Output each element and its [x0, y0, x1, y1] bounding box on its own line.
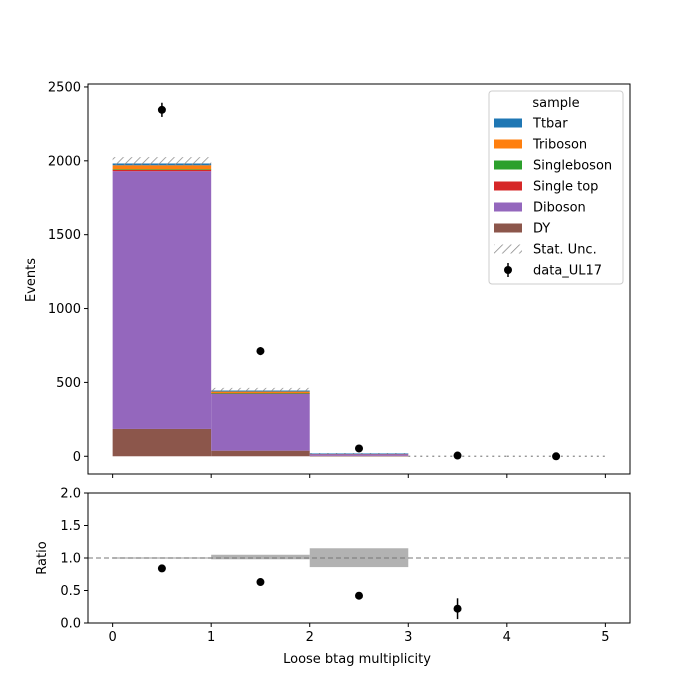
legend-swatch-data-ul17 — [504, 266, 512, 274]
bar-ttbar-bin1 — [211, 390, 310, 392]
bar-dy-bin0 — [112, 428, 212, 457]
ratio-panel: 0.0 0.5 1.0 1.5 2.0 0 1 2 3 4 5 Ratio Loose btag … — [35, 487, 631, 667]
bar-dy-bin2 — [309, 455, 409, 457]
bar-diboson-bin2 — [309, 453, 409, 456]
data-point — [157, 105, 166, 114]
x-axis-label: Loose btag multiplicity — [283, 652, 431, 667]
data-point — [453, 451, 462, 460]
y-tick-label: 1000 — [48, 302, 81, 317]
legend-label-diboson: Diboson — [533, 201, 586, 216]
bar-singleboson-bin1 — [211, 393, 310, 394]
main-x-ticks — [112, 474, 606, 478]
stat-unc-band-bin1 — [211, 387, 310, 391]
ratio-y-tick-label: 1.5 — [60, 519, 81, 534]
x-tick-label: 0 — [108, 630, 116, 645]
main-y-ticks: 0 500 1000 1500 2000 2500 — [48, 80, 88, 465]
x-tick-label: 5 — [601, 630, 609, 645]
ratio-point — [453, 604, 462, 613]
main-plot-area — [112, 102, 606, 461]
legend-swatch-singleboson — [494, 160, 522, 170]
legend-swatch-triboson — [494, 139, 522, 149]
ratio-x-ticks: 0 1 2 3 4 5 — [108, 623, 610, 645]
y-tick-label: 0 — [73, 450, 81, 465]
y-tick-label: 2000 — [48, 154, 81, 169]
data-point — [256, 347, 265, 356]
ratio-point — [256, 578, 265, 587]
bar-dy-bin1 — [211, 450, 310, 457]
ratio-y-ticks: 0.0 0.5 1.0 1.5 2.0 — [60, 487, 88, 632]
ratio-point — [355, 591, 363, 600]
legend-label-triboson: Triboson — [532, 138, 587, 153]
legend-label-data-ul17: data_UL17 — [533, 264, 602, 279]
main-panel-frame — [87, 83, 631, 475]
x-tick-label: 3 — [404, 630, 412, 645]
ratio-unc-band-bin2 — [309, 548, 409, 568]
ratio-plot-area — [88, 548, 630, 620]
y-tick-label: 2500 — [48, 80, 81, 95]
bar-triboson-bin0 — [112, 165, 212, 170]
legend-swatch-diboson — [494, 202, 522, 212]
legend-swatch-single-top — [494, 181, 522, 191]
stat-unc-band-bin2 — [309, 453, 409, 454]
ratio-y-tick-label: 1.0 — [60, 552, 81, 567]
data-point — [552, 452, 561, 461]
bar-diboson-bin0 — [112, 171, 212, 429]
legend-label-stat-unc-: Stat. Unc. — [533, 243, 597, 258]
data-point — [355, 444, 363, 453]
legend-label-ttbar: Ttbar — [532, 117, 568, 132]
legend-swatch-stat-unc- — [494, 244, 522, 254]
legend-frame — [488, 90, 624, 285]
y-tick-label: 500 — [56, 376, 81, 391]
x-tick-label: 1 — [207, 630, 215, 645]
ratio-y-axis-label: Ratio — [35, 541, 50, 574]
main-panel: 0 500 1000 1500 2000 2500 Events — [24, 80, 631, 478]
bar-singleboson-bin0 — [112, 169, 212, 170]
bar-single-top-bin0 — [112, 169, 212, 172]
legend-title: sample — [532, 96, 579, 111]
legend-swatch-ttbar — [494, 118, 522, 128]
ratio-y-tick-label: 2.0 — [60, 487, 81, 502]
bar-diboson-bin1 — [211, 393, 310, 451]
legend-entries: Ttbar Triboson Singleboson Single top Diboso… — [494, 117, 612, 279]
bar-ttbar-bin2 — [309, 453, 409, 455]
ratio-point — [157, 564, 166, 573]
y-tick-label: 1500 — [48, 228, 81, 243]
x-tick-label: 2 — [306, 630, 314, 645]
main-y-axis-label: Events — [24, 258, 39, 302]
legend-label-singleboson: Singleboson — [533, 159, 612, 174]
legend-swatch-dy — [494, 223, 522, 233]
legend: sample Ttbar Triboson Singleboson Single to… — [488, 90, 624, 285]
ratio-y-tick-label: 0.5 — [60, 584, 81, 599]
ratio-y-tick-label: 0.0 — [60, 617, 81, 632]
legend-label-dy: DY — [533, 222, 550, 237]
ratio-unc-band-bin1 — [211, 554, 310, 560]
legend-label-single-top: Single top — [533, 180, 598, 195]
x-tick-label: 4 — [503, 630, 511, 645]
bar-triboson-bin1 — [211, 391, 310, 394]
stat-unc-band-bin0 — [112, 157, 212, 166]
